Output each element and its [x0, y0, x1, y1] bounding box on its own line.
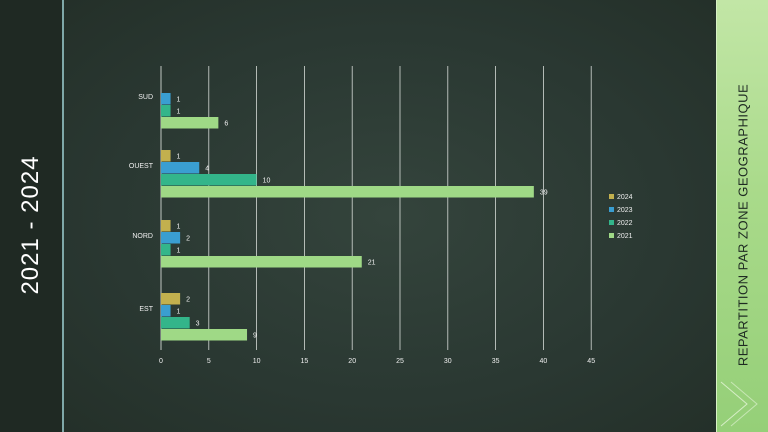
- category-label: OUEST: [129, 163, 154, 170]
- x-tick-label: 10: [253, 358, 261, 365]
- legend-swatch: [609, 194, 614, 199]
- data-label: 1: [177, 309, 181, 316]
- legend-label: 2021: [617, 233, 633, 240]
- bar: [161, 244, 171, 256]
- left-title-band: 2021 - 2024: [0, 0, 64, 432]
- chart-area: [64, 0, 716, 432]
- bar: [161, 174, 257, 186]
- bar: [161, 117, 219, 129]
- data-label: 39: [540, 190, 548, 197]
- data-label: 4: [205, 166, 209, 173]
- x-tick-label: 25: [396, 358, 404, 365]
- data-label: 3: [196, 321, 200, 328]
- bar: [161, 220, 171, 232]
- x-tick-label: 45: [587, 358, 595, 365]
- bar: [161, 232, 181, 244]
- category-label: SUD: [138, 94, 153, 101]
- bar: [161, 317, 190, 329]
- category-label: NORD: [132, 233, 153, 240]
- right-title-band: REPARTITION PAR ZONE GEOGRAPHIQUE: [716, 0, 768, 432]
- x-tick-label: 0: [159, 358, 163, 365]
- legend-swatch: [609, 220, 614, 225]
- data-label: 1: [177, 109, 181, 116]
- category-label: EST: [139, 306, 153, 313]
- legend-label: 2024: [617, 194, 633, 201]
- bar: [161, 305, 171, 317]
- x-tick-label: 35: [492, 358, 500, 365]
- bar: [161, 186, 534, 198]
- data-label: 10: [263, 178, 271, 185]
- x-tick-label: 40: [540, 358, 548, 365]
- bar: [161, 162, 200, 174]
- bar: [161, 293, 181, 305]
- data-label: 2: [186, 297, 190, 304]
- x-tick-label: 30: [444, 358, 452, 365]
- data-label: 21: [368, 260, 376, 267]
- data-label: 1: [177, 97, 181, 104]
- bar: [161, 105, 171, 117]
- data-label: 1: [177, 224, 181, 231]
- data-label: 1: [177, 248, 181, 255]
- data-label: 1: [177, 154, 181, 161]
- bar: [161, 93, 171, 105]
- data-label: 2: [186, 236, 190, 243]
- data-label: 9: [253, 333, 257, 340]
- legend-label: 2022: [617, 220, 633, 227]
- bar: [161, 150, 171, 162]
- bar: [161, 329, 248, 341]
- legend-label: 2023: [617, 207, 633, 214]
- x-tick-label: 15: [301, 358, 309, 365]
- x-tick-label: 20: [348, 358, 356, 365]
- bar: [161, 256, 362, 268]
- decorative-chevron-icon: [720, 381, 758, 427]
- x-tick-label: 5: [207, 358, 211, 365]
- data-label: 6: [224, 121, 228, 128]
- legend-swatch: [609, 207, 614, 212]
- legend-swatch: [609, 233, 614, 238]
